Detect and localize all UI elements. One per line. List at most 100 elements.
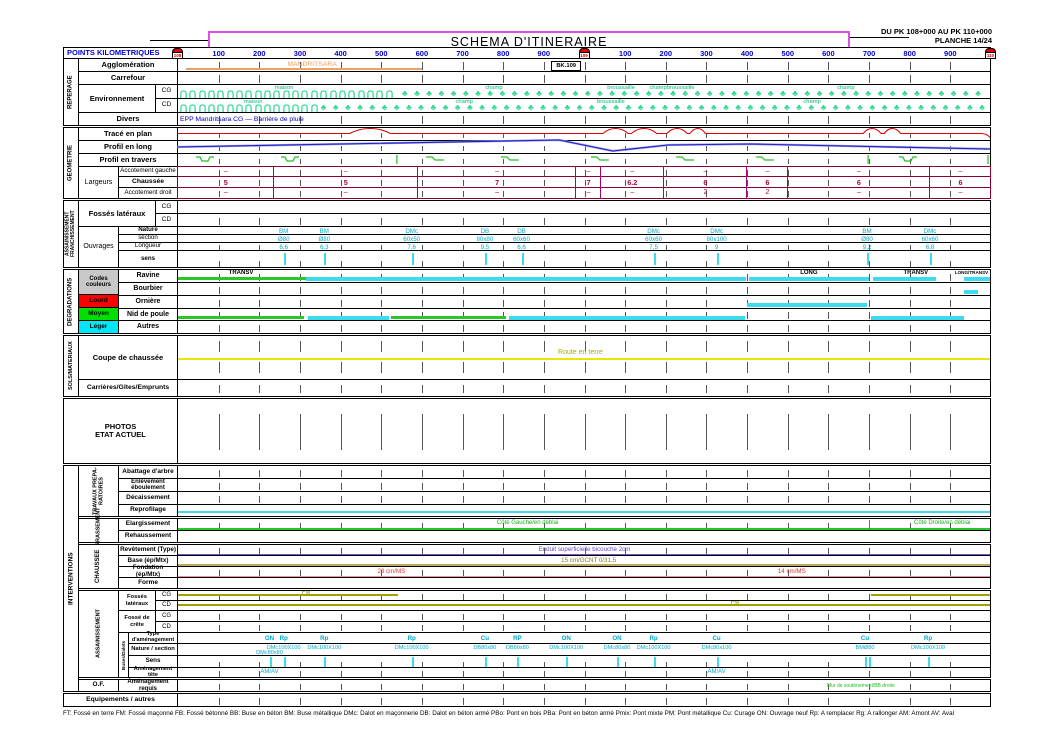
tick-100m — [665, 324, 667, 332]
tick-100m — [300, 261, 301, 267]
forme-row — [177, 577, 991, 589]
accotement-gauche-value: – — [856, 168, 861, 175]
tick-100m — [706, 548, 708, 554]
tick-100m — [665, 312, 667, 319]
largeur-segment-divider — [416, 166, 418, 199]
accotement-droit-value: – — [223, 189, 228, 196]
tick-100m — [584, 299, 586, 307]
tick-100m — [665, 482, 667, 490]
tick-100m — [950, 662, 952, 667]
hut-icon — [329, 90, 337, 98]
tick-100m — [584, 482, 586, 490]
tick-100m — [381, 312, 383, 319]
tick-100m — [747, 286, 749, 294]
tick-100m — [381, 593, 383, 600]
degradation-bar — [308, 316, 389, 320]
tick-100m — [218, 683, 220, 690]
ouvrage-longueur: 6,8 — [925, 244, 935, 251]
tick-100m — [340, 414, 342, 450]
scale-tick-label: 400 — [334, 49, 347, 58]
field-tree-icon: ♣ — [572, 88, 579, 98]
km-marker-icon: 109 — [578, 47, 590, 59]
tick-100m — [950, 625, 952, 631]
amenagement-requis-row: Mur de soutènement/BB droite — [177, 679, 991, 692]
code-leger: Léger — [78, 320, 119, 334]
elargissement-line — [178, 528, 990, 530]
tick-100m — [625, 245, 627, 250]
field-tree-icon: ♣ — [881, 102, 888, 112]
tick-100m — [340, 245, 342, 250]
reprofilage-row — [177, 504, 991, 517]
hut-icon — [348, 90, 355, 98]
ouvrage-nature: DMc — [405, 228, 419, 235]
tick-100m — [462, 299, 464, 307]
field-tree-icon: ♣ — [637, 102, 644, 112]
section-label-reperage: REPERAGE — [63, 58, 79, 126]
tick-100m — [543, 683, 545, 690]
field-tree-icon: ♣ — [357, 102, 363, 112]
degradation-bar — [873, 277, 937, 281]
tick-100m — [421, 324, 423, 332]
tick-100m — [300, 145, 301, 151]
tick-100m — [665, 662, 667, 667]
tick-100m — [543, 414, 545, 450]
tick-100m — [665, 614, 667, 620]
tick-100m — [381, 116, 383, 124]
km-marker-cap — [172, 47, 183, 52]
field-tree-icon: ♣ — [662, 102, 668, 112]
field-tree-icon: ♣ — [942, 102, 949, 112]
tick-100m — [543, 625, 545, 631]
tick-100m — [218, 312, 220, 319]
tick-100m — [909, 683, 911, 690]
buse-nature: BMØ80 — [855, 645, 875, 651]
tick-100m — [218, 495, 220, 503]
tick-100m — [218, 75, 220, 83]
tick-100m — [584, 385, 586, 393]
chaussee-width-value: 6 — [703, 178, 708, 187]
tick-100m — [462, 662, 464, 667]
tick-100m — [381, 385, 383, 393]
buse-sens-bar — [617, 657, 619, 667]
ouvrage-sens-bar — [867, 253, 869, 265]
tick-100m — [543, 286, 545, 294]
accotement-gauche-value: – — [495, 168, 500, 175]
tick-100m — [462, 286, 464, 294]
tick-100m — [381, 158, 383, 164]
tick-100m — [869, 683, 871, 690]
tick-100m — [421, 548, 423, 554]
tick-100m — [503, 312, 505, 319]
elargissement-note: Côté Droite/en déblai — [914, 520, 971, 526]
tick-100m — [787, 697, 789, 705]
tick-100m — [869, 180, 871, 186]
tick-100m — [706, 299, 708, 307]
tick-100m — [543, 191, 545, 197]
field-tree-icon: ♣ — [658, 88, 664, 98]
field-tree-icon: ♣ — [686, 102, 693, 112]
buse-sens-bar — [566, 657, 569, 667]
degradation-note: TRANSV — [228, 270, 254, 276]
tick-100m — [625, 570, 627, 576]
tick-100m — [421, 62, 423, 70]
tick-100m — [584, 414, 586, 450]
tick-100m — [543, 341, 545, 352]
equipements-row — [177, 693, 991, 707]
tick-100m — [909, 495, 911, 503]
tick-100m — [503, 132, 505, 138]
tick-100m — [340, 670, 342, 677]
tick-100m — [706, 662, 708, 667]
tick-100m — [909, 697, 911, 705]
field-tree-icon: ♣ — [402, 88, 408, 98]
hut-icon — [292, 104, 299, 112]
tick-100m — [706, 385, 708, 393]
tick-100m — [381, 132, 383, 138]
accotement-gauche-value: – — [586, 168, 591, 175]
tick-100m — [259, 548, 261, 554]
hut-icon — [339, 90, 346, 98]
tick-100m — [584, 145, 586, 151]
tick-100m — [869, 414, 871, 450]
tick-100m — [381, 75, 383, 83]
tick-100m — [300, 191, 301, 197]
buse-sens-bar — [411, 657, 414, 667]
tick-100m — [828, 286, 830, 294]
tick-100m — [869, 614, 871, 620]
